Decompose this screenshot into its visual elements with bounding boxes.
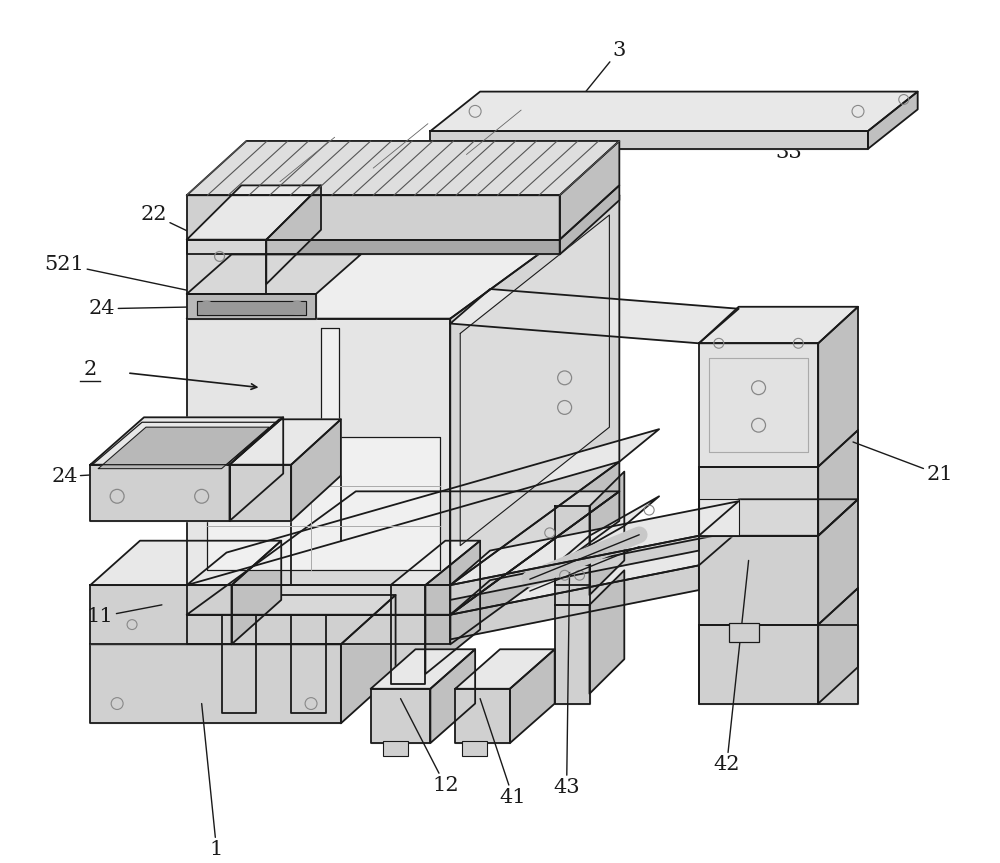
Polygon shape	[590, 471, 624, 595]
Polygon shape	[425, 541, 480, 674]
Polygon shape	[371, 649, 475, 689]
Polygon shape	[207, 437, 440, 570]
Polygon shape	[555, 496, 659, 565]
Polygon shape	[187, 585, 450, 614]
Text: 2: 2	[84, 361, 97, 380]
Text: 521: 521	[44, 255, 251, 304]
Polygon shape	[430, 649, 475, 743]
Polygon shape	[90, 541, 281, 585]
Polygon shape	[222, 614, 256, 714]
Polygon shape	[818, 306, 858, 467]
Polygon shape	[187, 429, 659, 585]
Polygon shape	[187, 318, 450, 585]
Polygon shape	[90, 595, 396, 645]
Polygon shape	[291, 419, 341, 521]
Polygon shape	[371, 689, 430, 743]
Polygon shape	[230, 418, 283, 521]
Polygon shape	[187, 240, 560, 255]
Polygon shape	[187, 240, 266, 294]
Polygon shape	[187, 195, 560, 240]
Polygon shape	[430, 91, 918, 131]
Polygon shape	[450, 536, 699, 600]
Text: 24: 24	[89, 299, 251, 318]
Polygon shape	[510, 649, 555, 743]
Circle shape	[290, 301, 304, 315]
Text: 1: 1	[202, 703, 223, 860]
Text: 41: 41	[480, 699, 526, 807]
Polygon shape	[818, 588, 858, 703]
Polygon shape	[460, 215, 609, 545]
Polygon shape	[699, 536, 818, 625]
Polygon shape	[818, 430, 858, 536]
Bar	[462, 741, 487, 756]
Text: 11: 11	[87, 605, 162, 627]
Polygon shape	[230, 419, 341, 464]
Polygon shape	[341, 595, 396, 723]
Polygon shape	[450, 565, 699, 639]
Text: 42: 42	[713, 560, 749, 774]
Polygon shape	[450, 195, 619, 585]
Bar	[729, 622, 759, 642]
Text: 12: 12	[401, 699, 459, 795]
Polygon shape	[455, 649, 555, 689]
Polygon shape	[90, 585, 232, 645]
Text: 43: 43	[553, 565, 580, 797]
Polygon shape	[818, 500, 858, 625]
Polygon shape	[90, 418, 283, 464]
Polygon shape	[187, 186, 321, 240]
Text: 21: 21	[853, 442, 953, 484]
Polygon shape	[699, 343, 818, 467]
Polygon shape	[187, 614, 450, 645]
Polygon shape	[187, 491, 619, 614]
Polygon shape	[699, 467, 818, 536]
Polygon shape	[450, 491, 619, 645]
Polygon shape	[560, 141, 619, 240]
Polygon shape	[699, 306, 858, 343]
Bar	[383, 741, 408, 756]
Polygon shape	[555, 507, 590, 605]
Polygon shape	[560, 186, 619, 255]
Polygon shape	[187, 294, 316, 318]
Polygon shape	[321, 329, 339, 427]
Polygon shape	[90, 645, 341, 723]
Polygon shape	[187, 195, 619, 318]
Polygon shape	[450, 531, 739, 614]
Polygon shape	[699, 500, 739, 536]
Polygon shape	[455, 689, 510, 743]
Circle shape	[200, 301, 214, 315]
Text: 32: 32	[306, 146, 381, 195]
Polygon shape	[699, 625, 858, 703]
Polygon shape	[266, 186, 321, 284]
Polygon shape	[699, 500, 858, 536]
Polygon shape	[291, 614, 326, 714]
Polygon shape	[450, 501, 739, 585]
Text: 3: 3	[530, 41, 626, 161]
Polygon shape	[555, 565, 590, 585]
Text: 24: 24	[51, 467, 147, 486]
Polygon shape	[187, 141, 619, 195]
Polygon shape	[232, 541, 281, 645]
Polygon shape	[391, 585, 425, 683]
Polygon shape	[555, 605, 590, 703]
Polygon shape	[430, 131, 868, 148]
Polygon shape	[868, 91, 918, 148]
Text: 22: 22	[141, 205, 236, 255]
Polygon shape	[391, 541, 480, 585]
Polygon shape	[590, 570, 624, 694]
Polygon shape	[98, 427, 269, 469]
Polygon shape	[197, 301, 306, 315]
Polygon shape	[187, 255, 361, 294]
Polygon shape	[450, 289, 739, 343]
Polygon shape	[450, 462, 619, 614]
Polygon shape	[90, 464, 230, 521]
Polygon shape	[230, 464, 291, 521]
Text: 33: 33	[719, 117, 802, 162]
